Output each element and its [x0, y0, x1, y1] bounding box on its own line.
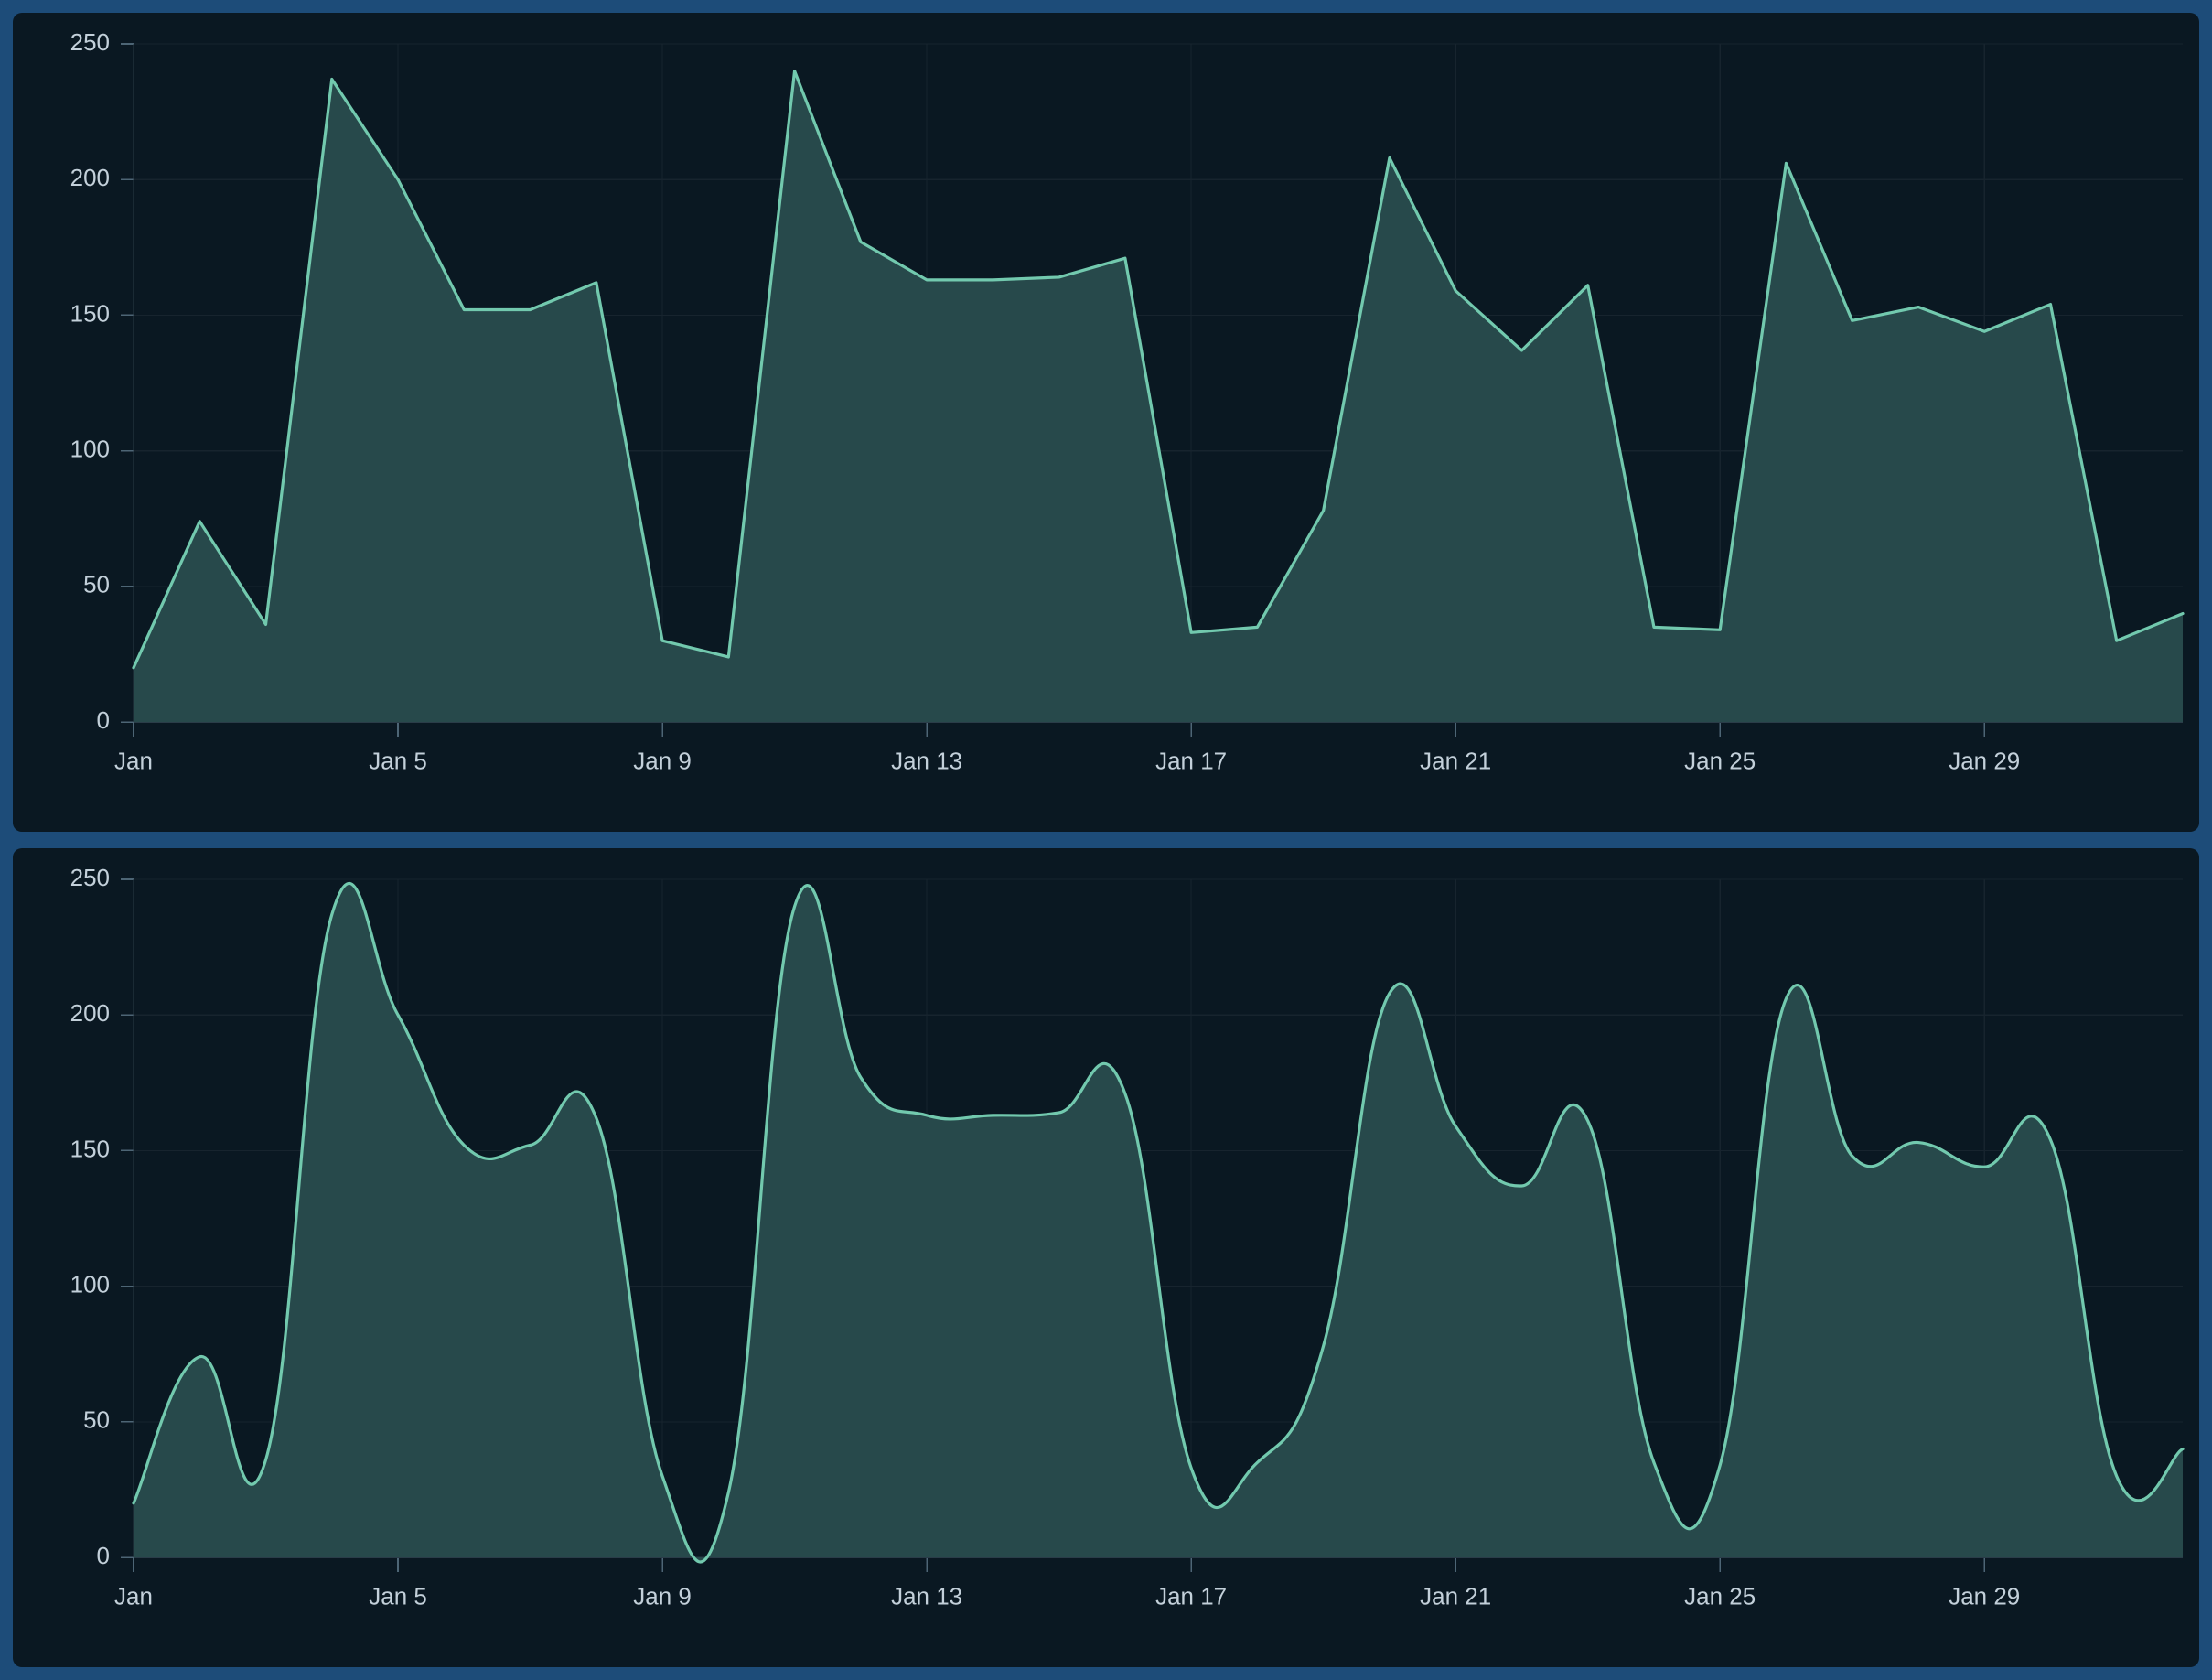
x-tick-label: Jan 17 [1155, 1582, 1227, 1610]
area-chart-linear[interactable]: 0 50 100 150 200 250 Jan Jan 5 Jan 9 Jan 13 Jan 17… [13, 13, 2199, 832]
y-tick-label: 150 [70, 1135, 110, 1162]
x-tick-label: Jan 9 [633, 747, 692, 774]
x-tick-label: Jan 29 [1949, 1582, 2020, 1610]
x-tick-label: Jan 13 [891, 1582, 962, 1610]
panel-plot-area-smooth: 0 50 100 150 200 250 Jan Jan 5 Jan 9 Jan 13 Jan 17… [13, 848, 2199, 1667]
y-tick-label: 250 [70, 864, 110, 891]
y-tick-label: 150 [70, 299, 110, 327]
y-tick-label: 200 [70, 164, 110, 191]
y-tick-label: 100 [70, 1271, 110, 1298]
timeseries-panel-smooth[interactable]: 0 50 100 150 200 250 Jan Jan 5 Jan 9 Jan 13 Jan 17… [13, 848, 2199, 1667]
x-tick-label: Jan 29 [1949, 747, 2020, 774]
x-tick-label: Jan [114, 1582, 153, 1610]
y-tick-label: 250 [70, 28, 110, 56]
x-tick-label: Jan [114, 747, 153, 774]
x-tick-label: Jan 9 [633, 1582, 692, 1610]
panel-plot-area-linear: 0 50 100 150 200 250 Jan Jan 5 Jan 9 Jan 13 Jan 17… [13, 13, 2199, 832]
x-tick-label: Jan 13 [891, 747, 962, 774]
x-tick-label: Jan 17 [1155, 747, 1227, 774]
series-line-path[interactable] [132, 70, 2185, 670]
series-area-fill [134, 70, 2183, 723]
y-tick-label: 50 [83, 571, 110, 598]
timeseries-panel-linear[interactable]: 0 50 100 150 200 250 Jan Jan 5 Jan 9 Jan 13 Jan 17… [13, 13, 2199, 832]
y-tick-label: 50 [83, 1406, 110, 1434]
area-chart-smooth[interactable]: 0 50 100 150 200 250 Jan Jan 5 Jan 9 Jan 13 Jan 17… [13, 848, 2199, 1667]
x-tick-label: Jan 25 [1684, 1582, 1756, 1610]
series-area-fill [134, 883, 2183, 1562]
y-tick-label: 0 [97, 706, 110, 734]
series-line-path[interactable] [132, 882, 2185, 1564]
x-tick-label: Jan 25 [1684, 747, 1756, 774]
x-tick-label: Jan 5 [369, 747, 427, 774]
y-tick-label: 0 [97, 1542, 110, 1569]
x-tick-label: Jan 21 [1420, 747, 1491, 774]
y-tick-label: 100 [70, 436, 110, 463]
x-tick-label: Jan 5 [369, 1582, 427, 1610]
y-tick-label: 200 [70, 999, 110, 1027]
x-tick-label: Jan 21 [1420, 1582, 1491, 1610]
